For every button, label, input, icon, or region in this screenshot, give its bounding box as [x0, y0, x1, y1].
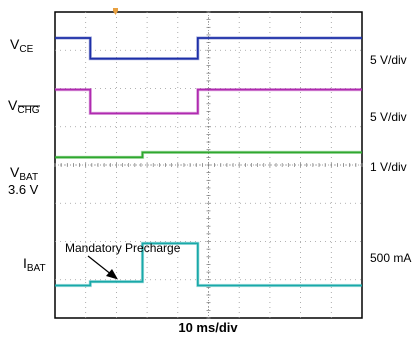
ibat-trace [55, 242, 362, 287]
precharge-annotation: Mandatory Precharge [65, 241, 181, 255]
vce-trace [55, 37, 362, 60]
trigger-marker [113, 8, 118, 15]
ibat-label: IBAT [23, 255, 46, 274]
vbat-level-label: 3.6 V [8, 182, 39, 197]
scope-grid [54, 11, 363, 319]
annotation-arrowhead [106, 269, 118, 280]
vchg-label: VCHG [8, 97, 40, 116]
vce-label: VCE [10, 36, 34, 55]
x-axis-label: 10 ms/div [178, 320, 238, 335]
vchg-scale: 5 V/div [370, 110, 407, 124]
annotation-arrow-shaft [87, 255, 113, 276]
vbat-scale: 1 V/div [370, 160, 407, 174]
ibat-scale: 500 mA [370, 251, 411, 265]
vchg-trace [55, 88, 362, 115]
vbat-label: VBAT [10, 164, 38, 183]
vbat-trace [55, 151, 362, 159]
trace-layer [55, 36, 362, 288]
vce-scale: 5 V/div [370, 53, 407, 67]
